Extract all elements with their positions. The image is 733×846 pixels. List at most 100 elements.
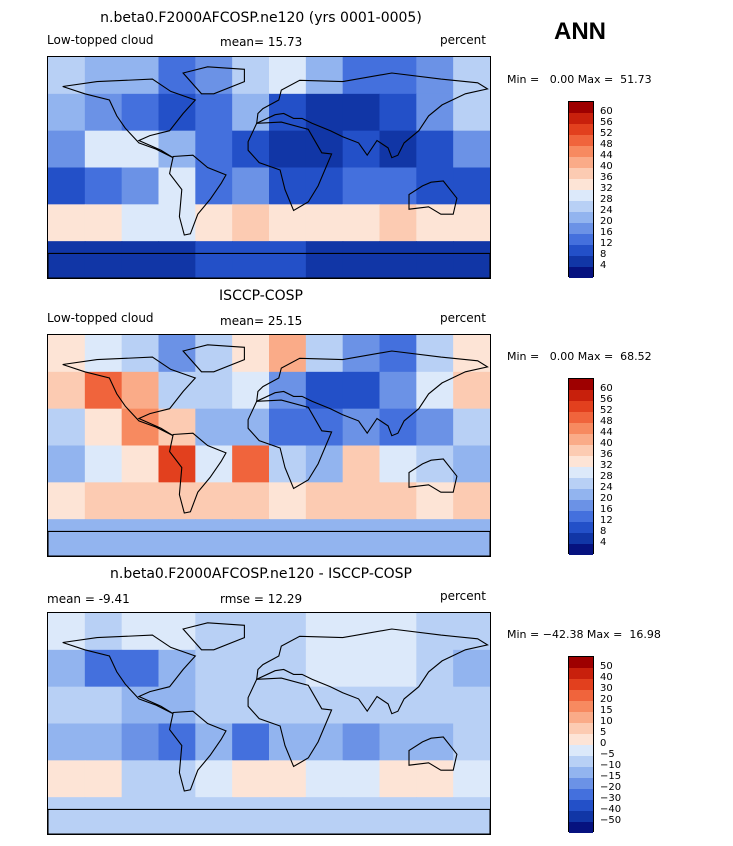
heatmap-cell xyxy=(84,797,123,834)
heatmap-cell xyxy=(195,204,233,242)
colorbar-tick-label: 36 xyxy=(600,172,613,183)
heatmap-cell xyxy=(342,130,381,169)
colorbar-swatch xyxy=(569,533,593,544)
heatmap-cell xyxy=(416,57,454,95)
colorbar-tick-label: 8 xyxy=(600,526,607,537)
colorbar-tick-label: 28 xyxy=(600,471,613,482)
heatmap-cell xyxy=(232,93,270,132)
heatmap-cell xyxy=(84,130,123,169)
heatmap-cell xyxy=(48,408,86,447)
heatmap-cell xyxy=(84,93,123,132)
colorbar-tick-label: 15 xyxy=(600,705,613,716)
heatmap-cell xyxy=(453,797,490,834)
heatmap-cell xyxy=(195,167,233,205)
heatmap-cell xyxy=(48,686,86,725)
heatmap-cell xyxy=(158,130,196,169)
colorbar-swatch xyxy=(569,157,593,168)
colorbar-swatch xyxy=(569,245,593,256)
heatmap-cell xyxy=(195,519,233,556)
heatmap-cell xyxy=(84,519,123,556)
heatmap-cell xyxy=(269,482,307,520)
heatmap-cell xyxy=(48,335,86,373)
coastline xyxy=(408,458,458,493)
heatmap-cell xyxy=(342,686,381,725)
colorbar-tick-label: 5 xyxy=(600,727,607,738)
heatmap-cell xyxy=(379,649,417,688)
colorbar-tick-label: 50 xyxy=(600,661,613,672)
heatmap-cell xyxy=(48,130,86,169)
heatmap-cell xyxy=(342,204,381,242)
coastline xyxy=(62,356,197,437)
panel-1-left-label: Low-topped cloud xyxy=(47,33,154,47)
panel-1-units-label: percent xyxy=(440,33,486,47)
coastline xyxy=(182,66,245,95)
heatmap-cell xyxy=(158,57,196,95)
heatmap-cell xyxy=(232,797,270,834)
colorbar-tick-label: 40 xyxy=(600,672,613,683)
heatmap-cell xyxy=(379,723,417,761)
colorbar-tick-label: 4 xyxy=(600,260,607,271)
heatmap-cell xyxy=(195,797,233,834)
heatmap-cell xyxy=(305,408,344,447)
heatmap-cell xyxy=(342,167,381,205)
colorbar-swatch xyxy=(569,778,593,789)
heatmap-cell xyxy=(84,760,123,798)
coastline xyxy=(62,78,197,159)
heatmap-cell xyxy=(342,519,381,556)
colorbar-swatch xyxy=(569,756,593,767)
colorbar-tick-label: 8 xyxy=(600,249,607,260)
colorbar-tick-label: 28 xyxy=(600,194,613,205)
heatmap-cell xyxy=(342,371,381,410)
colorbar-swatch xyxy=(569,544,593,555)
panel-2-left-label: Low-topped cloud xyxy=(47,311,154,325)
colorbar-tick-label: 48 xyxy=(600,416,613,427)
heatmap-cell xyxy=(416,797,454,834)
coastline xyxy=(408,180,458,215)
heatmap-cell xyxy=(195,445,233,483)
colorbar-swatch xyxy=(569,723,593,734)
heatmap-cell xyxy=(121,93,160,132)
coastline xyxy=(48,808,490,834)
heatmap-cell xyxy=(158,204,196,242)
heatmap-cell xyxy=(121,371,160,410)
heatmap-cell xyxy=(453,371,490,410)
heatmap-cell xyxy=(416,130,454,169)
colorbar-swatch xyxy=(569,478,593,489)
colorbar-swatch xyxy=(569,522,593,533)
colorbar-tick-label: 56 xyxy=(600,117,613,128)
heatmap-cell xyxy=(305,519,344,556)
heatmap-cell xyxy=(121,241,160,278)
heatmap-cell xyxy=(158,371,196,410)
heatmap-cell xyxy=(379,167,417,205)
heatmap-cell xyxy=(158,613,196,651)
heatmap-cell xyxy=(379,797,417,834)
heatmap-cell xyxy=(342,723,381,761)
heatmap-cell xyxy=(232,57,270,95)
heatmap-cell xyxy=(48,93,86,132)
heatmap-cell xyxy=(269,241,307,278)
heatmap-cell xyxy=(269,649,307,688)
colorbar-tick-label: 36 xyxy=(600,449,613,460)
colorbar-swatch xyxy=(569,657,593,668)
heatmap-cell xyxy=(269,760,307,798)
heatmap-cell xyxy=(195,93,233,132)
heatmap-cell xyxy=(269,57,307,95)
heatmap-cell xyxy=(269,167,307,205)
heatmap-cell xyxy=(48,723,86,761)
colorbar-swatch xyxy=(569,822,593,833)
heatmap-cell xyxy=(269,797,307,834)
heatmap-cell xyxy=(269,686,307,725)
season-label: ANN xyxy=(554,18,606,45)
heatmap-cell xyxy=(416,408,454,447)
heatmap-cell xyxy=(84,723,123,761)
heatmap-cell xyxy=(453,613,490,651)
heatmap-cell xyxy=(84,482,123,520)
colorbar-tick-label: 32 xyxy=(600,183,613,194)
heatmap-cell xyxy=(416,613,454,651)
colorbar-swatch xyxy=(569,168,593,179)
colorbar-tick-label: 12 xyxy=(600,515,613,526)
heatmap-cell xyxy=(342,797,381,834)
heatmap-cell xyxy=(269,445,307,483)
coastline xyxy=(247,677,333,768)
heatmap-cell xyxy=(269,371,307,410)
